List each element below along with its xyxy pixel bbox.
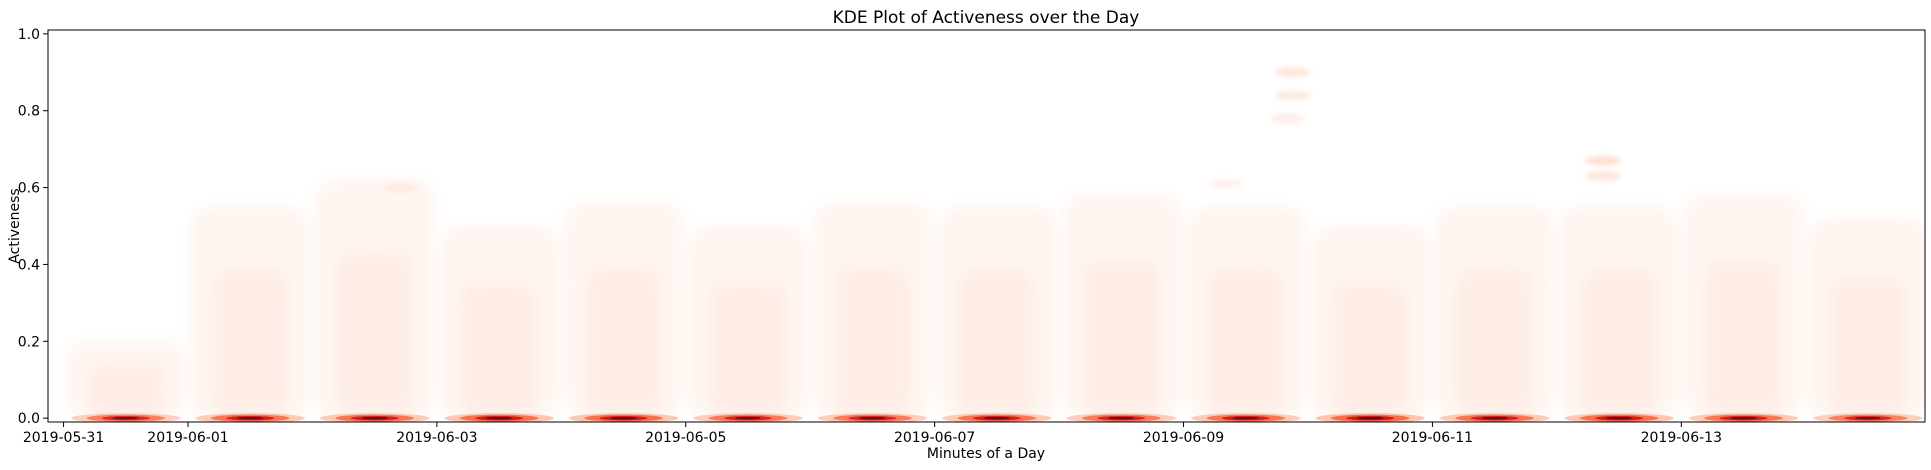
band-core-11 xyxy=(1481,416,1508,420)
y-tick-label-4: 0.8 xyxy=(18,104,40,120)
x-tick-label-5: 2019-06-09 xyxy=(1143,430,1224,446)
x-tick-label-7: 2019-06-13 xyxy=(1641,430,1722,446)
band-core-13 xyxy=(1730,416,1757,420)
spread-core-13 xyxy=(1706,262,1781,414)
x-axis-label: Minutes of a Day xyxy=(927,446,1045,462)
spread-core-6 xyxy=(835,267,910,414)
dense-bands-layer xyxy=(71,413,1923,422)
spread-core-14 xyxy=(1830,278,1906,415)
band-core-3 xyxy=(485,416,513,420)
density-blob-3 xyxy=(1585,155,1622,166)
y-axis-label: Activeness xyxy=(7,188,23,263)
density-blob-4 xyxy=(1585,171,1622,182)
density-blob-1 xyxy=(1274,90,1311,101)
band-core-12 xyxy=(1605,416,1633,420)
spread-core-2 xyxy=(337,251,412,414)
density-blob-2 xyxy=(1269,113,1306,124)
spread-core-0 xyxy=(88,364,164,417)
spread-core-12 xyxy=(1581,270,1657,414)
band-core-8 xyxy=(1108,416,1135,420)
y-axis: 0.0 0.2 0.4 0.6 0.8 1.0 xyxy=(18,27,48,427)
plot-area xyxy=(66,67,1925,422)
y-tick-label-5: 1.0 xyxy=(18,27,40,43)
band-core-2 xyxy=(361,416,388,420)
y-tick-label-2: 0.4 xyxy=(18,257,40,273)
band-core-14 xyxy=(1854,416,1882,420)
spread-core-3 xyxy=(461,283,537,415)
band-core-5 xyxy=(734,416,762,420)
spread-core-11 xyxy=(1457,270,1532,414)
x-tick-label-4: 2019-06-07 xyxy=(894,430,975,446)
y-tick-label-1: 0.2 xyxy=(18,334,40,350)
band-core-1 xyxy=(237,416,264,420)
x-tick-label-6: 2019-06-11 xyxy=(1392,430,1473,446)
spread-core-7 xyxy=(959,270,1035,414)
spread-core-4 xyxy=(586,267,661,414)
band-core-4 xyxy=(610,416,637,420)
band-core-7 xyxy=(983,416,1011,420)
density-blob-6 xyxy=(1207,178,1244,189)
band-core-0 xyxy=(112,416,139,420)
x-axis: 2019-05-31 2019-06-01 2019-06-03 2019-06-05… xyxy=(23,422,1722,446)
x-tick-label-3: 2019-06-05 xyxy=(645,430,726,446)
spread-core-1 xyxy=(212,270,288,414)
spread-core-5 xyxy=(710,283,786,415)
x-tick-label-0: 2019-05-31 xyxy=(23,430,104,446)
x-tick-label-1: 2019-06-01 xyxy=(147,430,228,446)
spread-core-9 xyxy=(1208,270,1284,414)
density-blob-0 xyxy=(1274,67,1311,78)
isolated-blobs-layer xyxy=(382,67,1622,193)
band-core-10 xyxy=(1357,416,1384,420)
plot-frame xyxy=(47,29,1926,423)
band-core-9 xyxy=(1232,416,1259,420)
y-tick-label-0: 0.0 xyxy=(18,411,40,427)
x-tick-label-2: 2019-06-03 xyxy=(396,430,477,446)
activity-spread-layer xyxy=(66,179,1925,419)
chart-title: KDE Plot of Activeness over the Day xyxy=(833,8,1140,28)
y-tick-label-3: 0.6 xyxy=(18,181,40,197)
spread-core-8 xyxy=(1083,262,1159,414)
spread-core-10 xyxy=(1332,283,1408,415)
band-core-6 xyxy=(859,416,886,420)
density-blob-5 xyxy=(382,182,419,193)
